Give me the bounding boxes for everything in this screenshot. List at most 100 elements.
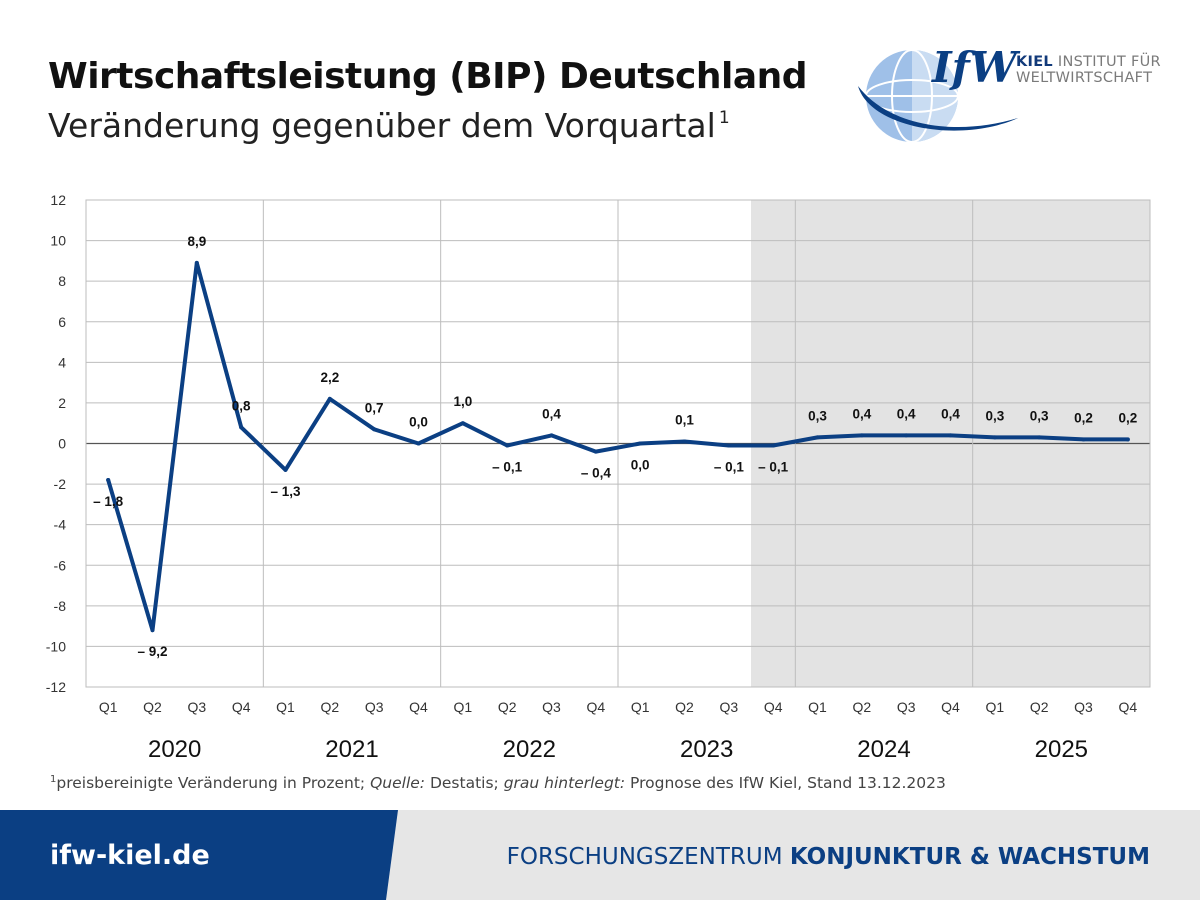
data-point <box>904 433 909 438</box>
footer-research-center: FORSCHUNGSZENTRUM KONJUNKTUR & WACHSTUM <box>507 844 1150 870</box>
footer-url-link[interactable]: ifw-kiel.de <box>50 840 210 871</box>
data-point <box>1037 435 1042 440</box>
x-tick-label: Q3 <box>365 699 384 715</box>
y-tick-label: 4 <box>58 354 66 370</box>
data-label: 0,3 <box>985 408 1004 423</box>
data-label: 0,8 <box>232 398 251 413</box>
data-point <box>1125 437 1130 442</box>
x-tick-label: Q2 <box>675 699 694 715</box>
x-tick-label: Q1 <box>808 699 827 715</box>
data-point <box>549 433 554 438</box>
data-label: – 1,8 <box>93 494 124 509</box>
x-tick-label: Q3 <box>542 699 561 715</box>
chart-subtitle: Veränderung gegenüber dem Vorquartal 1 <box>48 106 730 145</box>
year-label: 2022 <box>503 736 556 763</box>
footer-center-light: FORSCHUNGSZENTRUM <box>506 844 790 870</box>
data-label: – 1,3 <box>270 484 301 499</box>
y-tick-label: 0 <box>58 436 66 452</box>
data-label: 0,4 <box>852 406 871 421</box>
footnote-text-3: Prognose des IfW Kiel, Stand 13.12.2023 <box>625 774 946 792</box>
data-point <box>948 433 953 438</box>
data-label: 0,0 <box>409 415 428 430</box>
y-tick-label: 8 <box>58 273 66 289</box>
logo-line2: WELTWIRTSCHAFT <box>1016 70 1153 86</box>
data-label: 0,3 <box>808 408 827 423</box>
footer-blue-block: ifw-kiel.de <box>0 810 398 900</box>
data-point <box>682 439 687 444</box>
x-tick-label: Q3 <box>1074 699 1093 715</box>
gdp-series-line <box>106 260 1130 633</box>
x-tick-label: Q1 <box>99 699 118 715</box>
footnote: 1preisbereinigte Veränderung in Prozent;… <box>50 774 946 792</box>
footnote-text-2: Destatis; <box>425 774 504 792</box>
y-tick-label: 2 <box>58 395 66 411</box>
data-label: 0,7 <box>365 400 384 415</box>
data-point <box>638 441 643 446</box>
footnote-text-1: preisbereinigte Veränderung in Prozent; <box>56 774 371 792</box>
x-tick-label: Q1 <box>631 699 650 715</box>
x-tick-label: Q3 <box>719 699 738 715</box>
subtitle-footnote-mark: 1 <box>718 108 730 128</box>
data-label: – 0,1 <box>758 460 789 475</box>
footnote-source-label: Quelle: <box>370 774 426 792</box>
x-tick-label: Q2 <box>498 699 517 715</box>
y-tick-label: -10 <box>46 638 66 654</box>
y-tick-label: -2 <box>54 476 67 492</box>
y-tick-label: 10 <box>50 233 66 249</box>
x-tick-label: Q1 <box>985 699 1004 715</box>
data-point <box>372 427 377 432</box>
data-label: 1,0 <box>453 394 472 409</box>
year-label: 2024 <box>857 736 910 763</box>
data-point <box>593 449 598 454</box>
x-tick-label: Q4 <box>764 699 783 715</box>
footnote-mark: 1 <box>50 774 57 785</box>
data-label: 0,0 <box>631 458 650 473</box>
data-label: – 0,1 <box>492 460 523 475</box>
y-tick-label: -6 <box>54 557 67 573</box>
data-point <box>460 421 465 426</box>
x-tick-label: Q2 <box>1030 699 1049 715</box>
x-tick-label: Q3 <box>187 699 206 715</box>
data-label: 0,1 <box>675 412 694 427</box>
data-label: – 0,4 <box>581 466 612 481</box>
data-point <box>283 467 288 472</box>
year-label: 2021 <box>325 736 378 763</box>
data-label: – 9,2 <box>137 644 167 659</box>
logo-kiel: KIEL <box>1016 54 1053 70</box>
x-tick-label: Q4 <box>1118 699 1137 715</box>
logo-line1: INSTITUT FÜR <box>1052 54 1161 70</box>
y-tick-label: 6 <box>58 314 66 330</box>
x-tick-label: Q2 <box>143 699 162 715</box>
data-label: 0,4 <box>941 406 960 421</box>
gdp-line-chart: 12 10 8 6 4 2 0 -2 -4 -6 -8 -10 -12 Q1 Q2 Q3 Q4 Q1 Q2 Q3 Q4 Q… <box>46 192 1151 763</box>
x-tick-label: Q1 <box>276 699 295 715</box>
x-tick-label: Q3 <box>897 699 916 715</box>
data-label: 0,2 <box>1118 410 1137 425</box>
data-point <box>416 441 421 446</box>
ifw-logo-globe-icon: IfW <box>858 48 1021 143</box>
data-label: 0,2 <box>1074 410 1093 425</box>
y-tick-label: -4 <box>54 517 67 533</box>
x-tick-label: Q2 <box>852 699 871 715</box>
data-label: 0,4 <box>897 406 916 421</box>
y-tick-label: -8 <box>54 598 67 614</box>
x-tick-label: Q4 <box>586 699 605 715</box>
subtitle-text: Veränderung gegenüber dem Vorquartal <box>48 106 716 145</box>
y-tick-label: 12 <box>50 192 66 208</box>
y-tick-label: -12 <box>46 679 66 695</box>
data-point <box>239 425 244 430</box>
footer-band: ifw-kiel.de FORSCHUNGSZENTRUM KONJUNKTUR… <box>0 810 1200 900</box>
data-point <box>771 443 776 448</box>
data-label: 0,4 <box>542 406 561 421</box>
x-tick-label: Q4 <box>232 699 251 715</box>
data-point <box>726 443 731 448</box>
data-point <box>859 433 864 438</box>
chart-title: Wirtschaftsleistung (BIP) Deutschland <box>48 56 808 97</box>
data-point <box>1081 437 1086 442</box>
footer-center-bold: KONJUNKTUR & WACHSTUM <box>789 844 1150 870</box>
data-point <box>194 260 199 265</box>
data-point <box>992 435 997 440</box>
data-label: 8,9 <box>187 234 206 249</box>
data-label: – 0,1 <box>714 460 745 475</box>
x-tick-label: Q4 <box>409 699 428 715</box>
